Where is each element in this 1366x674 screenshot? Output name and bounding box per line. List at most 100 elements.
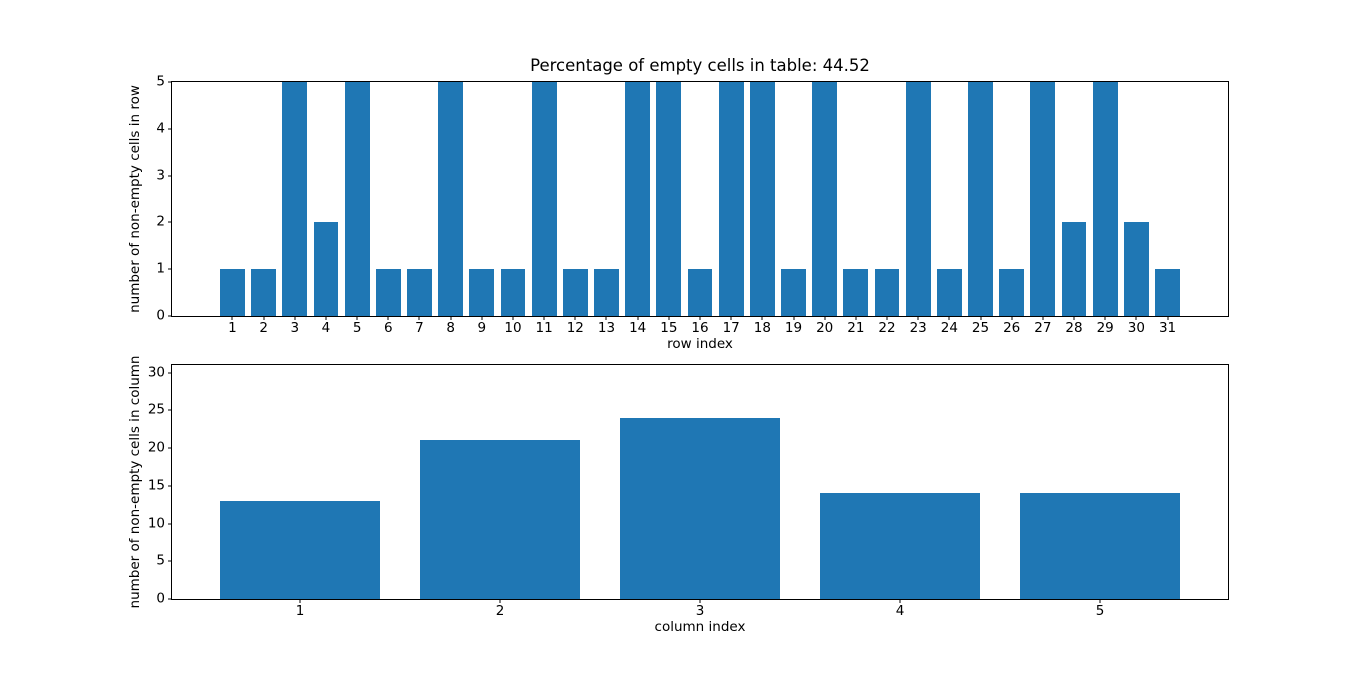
y-tick bbox=[168, 598, 172, 600]
x-tick bbox=[886, 316, 888, 320]
y-tick-label: 5 bbox=[156, 73, 165, 90]
x-tick bbox=[231, 316, 233, 320]
x-tick-label: 25 bbox=[971, 320, 990, 336]
bar bbox=[1061, 222, 1087, 316]
y-tick-label: 1 bbox=[156, 260, 165, 277]
bar bbox=[282, 82, 308, 316]
x-tick bbox=[499, 599, 501, 603]
y-tick-label: 3 bbox=[156, 166, 165, 183]
x-tick bbox=[855, 316, 857, 320]
bar bbox=[469, 269, 495, 316]
bar bbox=[999, 269, 1025, 316]
bar bbox=[781, 269, 806, 316]
plot-area bbox=[172, 365, 1228, 599]
x-tick bbox=[1011, 316, 1013, 320]
bar bbox=[344, 82, 370, 316]
column-chart-axes: number of non-empty cells in column colu… bbox=[127, 356, 1229, 635]
x-tick-label: 10 bbox=[504, 320, 522, 336]
x-tick-label: 8 bbox=[446, 320, 455, 336]
x-tick bbox=[637, 316, 639, 320]
bar bbox=[407, 269, 432, 316]
x-tick-label: 5 bbox=[1095, 603, 1105, 619]
y-tick-label: 10 bbox=[147, 514, 165, 531]
x-tick bbox=[1167, 316, 1169, 320]
bar bbox=[820, 493, 980, 599]
x-axis-label: column index bbox=[654, 619, 746, 635]
x-tick-label: 23 bbox=[909, 320, 927, 336]
x-tick-label: 2 bbox=[495, 603, 505, 619]
y-tick bbox=[168, 221, 172, 223]
x-tick bbox=[294, 316, 296, 320]
x-tick bbox=[980, 316, 982, 320]
x-tick bbox=[730, 316, 732, 320]
bar bbox=[1155, 269, 1180, 316]
x-tick bbox=[1104, 316, 1106, 320]
y-tick-label: 0 bbox=[156, 307, 165, 324]
bar bbox=[905, 82, 931, 316]
x-tick-label: 26 bbox=[1003, 320, 1021, 336]
bar bbox=[812, 82, 838, 316]
x-tick-label: 15 bbox=[660, 320, 678, 336]
x-tick bbox=[699, 316, 701, 320]
x-tick bbox=[917, 316, 919, 320]
x-tick bbox=[481, 316, 483, 320]
y-tick-label: 5 bbox=[156, 552, 165, 569]
y-tick-label: 20 bbox=[147, 439, 165, 456]
bar bbox=[936, 269, 962, 316]
x-tick bbox=[1042, 316, 1044, 320]
x-tick-label: 28 bbox=[1065, 320, 1083, 336]
bar bbox=[749, 82, 775, 316]
bar bbox=[874, 269, 900, 316]
y-tick-label: 0 bbox=[156, 590, 165, 607]
bar bbox=[1030, 82, 1056, 316]
bar bbox=[531, 82, 557, 316]
x-axis-label: row index bbox=[667, 336, 733, 352]
x-tick-label: 29 bbox=[1096, 320, 1114, 336]
y-axis-label: number of non-empty cells in row bbox=[127, 85, 143, 313]
x-tick bbox=[418, 316, 420, 320]
y-tick bbox=[168, 81, 172, 83]
y-tick-label: 30 bbox=[147, 363, 165, 380]
bar bbox=[220, 500, 380, 599]
x-tick-label: 7 bbox=[415, 320, 424, 336]
x-tick bbox=[948, 316, 950, 320]
x-tick bbox=[793, 316, 794, 320]
bar bbox=[562, 269, 588, 316]
y-tick bbox=[168, 447, 172, 449]
y-tick bbox=[168, 560, 172, 562]
bar bbox=[1123, 222, 1149, 316]
x-tick bbox=[356, 316, 358, 320]
x-tick bbox=[574, 316, 576, 320]
y-tick bbox=[168, 175, 172, 177]
bar bbox=[968, 82, 993, 316]
y-tick-label: 25 bbox=[147, 401, 165, 418]
bar bbox=[718, 82, 744, 316]
x-tick-label: 24 bbox=[940, 320, 958, 336]
x-tick-label: 4 bbox=[321, 320, 331, 336]
x-tick bbox=[824, 316, 826, 320]
bar bbox=[620, 417, 780, 599]
bar bbox=[420, 440, 580, 599]
x-tick-label: 17 bbox=[722, 320, 740, 336]
bar bbox=[220, 269, 245, 316]
x-tick-label: 27 bbox=[1034, 320, 1052, 336]
y-tick bbox=[168, 128, 172, 130]
bar bbox=[656, 82, 682, 316]
x-tick bbox=[761, 316, 763, 320]
x-tick bbox=[299, 599, 301, 603]
y-tick bbox=[168, 268, 172, 270]
x-tick bbox=[1099, 599, 1101, 603]
y-tick bbox=[168, 523, 172, 525]
x-tick bbox=[899, 599, 901, 603]
x-tick-label: 3 bbox=[695, 603, 705, 619]
x-tick-label: 14 bbox=[629, 320, 647, 336]
chart-title: Percentage of empty cells in table: 44.5… bbox=[530, 56, 870, 75]
x-tick-label: 18 bbox=[753, 320, 771, 336]
x-tick-label: 5 bbox=[352, 320, 362, 336]
x-tick-label: 6 bbox=[384, 320, 393, 336]
row-chart-axes: Percentage of empty cells in table: 44.5… bbox=[127, 56, 1229, 352]
x-tick-label: 22 bbox=[878, 320, 896, 336]
x-tick-label: 2 bbox=[259, 320, 268, 336]
x-tick bbox=[450, 316, 452, 320]
